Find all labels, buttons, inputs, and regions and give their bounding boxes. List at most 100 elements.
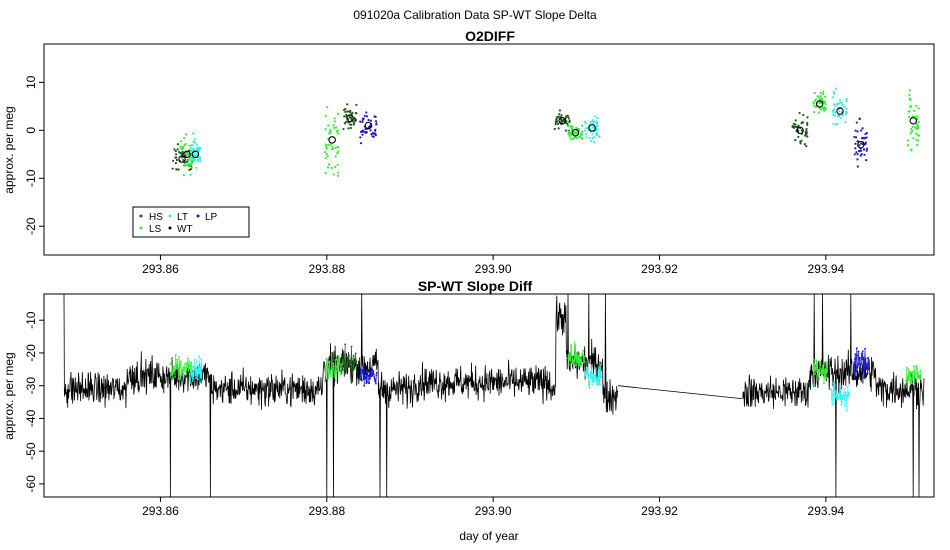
data-point (199, 160, 202, 163)
o2diff-means (178, 100, 917, 163)
data-point (579, 132, 582, 136)
data-point (181, 147, 185, 150)
data-point (856, 165, 859, 168)
slope-diff-x-axis-label: day of year (459, 529, 518, 543)
data-point (337, 132, 340, 135)
data-point (352, 123, 356, 126)
data-point (839, 101, 842, 104)
data-point (861, 137, 864, 140)
o2diff-y-axis: -20 -10 0 10 (24, 75, 44, 235)
data-point (189, 159, 192, 162)
overlay-point (189, 381, 192, 384)
data-point (580, 130, 584, 134)
data-point (324, 150, 327, 154)
data-point (916, 115, 919, 118)
data-point (593, 136, 596, 139)
data-point (364, 128, 367, 131)
data-point (794, 123, 797, 126)
data-point (571, 125, 574, 128)
data-point (854, 147, 857, 150)
group-mean-marker (346, 114, 354, 123)
data-point (337, 150, 340, 153)
data-point (326, 166, 330, 169)
data-point (805, 127, 808, 131)
data-point (589, 121, 592, 124)
slope-diff-plot-frame (43, 293, 935, 498)
data-point (179, 140, 183, 143)
data-point (355, 103, 358, 106)
data-point (841, 114, 845, 117)
overlay-point (363, 384, 366, 387)
data-point (567, 124, 570, 128)
data-point (864, 158, 868, 162)
o2diff-panel: O2DIFF -20 -10 0 10 293.86 293.88 293.90 293.9… (2, 28, 935, 276)
data-point (569, 137, 572, 140)
overlay-point (195, 360, 198, 363)
gap-connector (617, 385, 743, 400)
x-tick-label: 293.88 (308, 262, 345, 276)
legend-label-wt: WT (177, 224, 193, 235)
o2diff-legend: HS LS LT WT LP (132, 206, 250, 238)
data-point (558, 113, 561, 116)
data-point (365, 111, 368, 114)
data-point (909, 132, 912, 135)
data-point (834, 87, 838, 90)
data-point (577, 135, 580, 139)
data-point (833, 111, 837, 114)
data-point (349, 123, 352, 126)
data-point (363, 114, 366, 117)
data-point (324, 128, 327, 131)
data-point (346, 110, 349, 113)
data-point (596, 127, 599, 130)
data-point (175, 158, 179, 162)
data-point (805, 145, 808, 148)
data-point (585, 132, 588, 136)
data-point (337, 171, 340, 174)
data-point (567, 130, 570, 133)
data-point (189, 156, 192, 159)
group-mean-marker (178, 155, 186, 163)
data-point (326, 154, 329, 158)
data-point (833, 107, 836, 111)
data-point (336, 145, 339, 149)
data-point (915, 138, 918, 141)
data-point (831, 110, 834, 113)
data-point (862, 148, 866, 151)
x-tick-label: 293.92 (641, 262, 678, 276)
data-point (906, 143, 910, 147)
data-point (859, 142, 863, 145)
legend-label-ls: LS (149, 224, 162, 235)
x-tick-label: 293.94 (808, 262, 845, 276)
data-point (917, 120, 920, 124)
data-point (565, 122, 569, 125)
data-point (592, 121, 595, 124)
data-point (352, 121, 355, 124)
data-point (374, 120, 378, 123)
data-point (324, 114, 327, 117)
overlay-point (599, 383, 601, 386)
data-point (794, 119, 797, 122)
data-point (569, 124, 572, 128)
y-tick-label: -40 (24, 409, 38, 427)
data-point (333, 126, 336, 129)
data-point (575, 136, 578, 140)
data-point (560, 120, 563, 123)
data-point (177, 150, 181, 154)
o2diff-title: O2DIFF (465, 28, 515, 44)
data-point (567, 132, 570, 135)
data-point (374, 115, 377, 118)
group-mean-marker (588, 124, 596, 132)
data-point (344, 110, 347, 114)
overlay-point (866, 372, 869, 374)
data-point (841, 103, 844, 106)
data-point (797, 125, 800, 128)
overlay-point (359, 375, 361, 378)
data-point (575, 126, 578, 130)
data-point (193, 137, 197, 141)
slope-diff-x-axis: 293.86 293.88 293.90 293.92 293.94 (142, 497, 845, 518)
data-point (804, 130, 808, 133)
data-point (373, 129, 377, 132)
overlay-point (347, 354, 350, 357)
data-point (915, 104, 918, 108)
data-point (334, 166, 337, 169)
